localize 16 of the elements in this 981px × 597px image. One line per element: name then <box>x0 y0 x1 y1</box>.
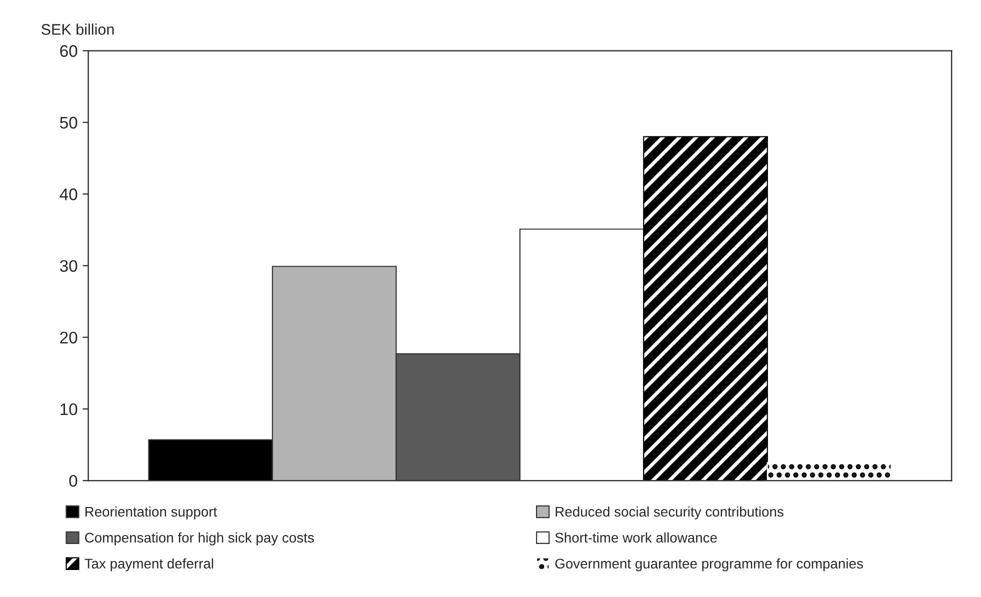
bar <box>766 462 892 481</box>
legend-label: Reduced social security contributions <box>556 506 784 520</box>
y-tick-label: 20 <box>60 332 78 344</box>
y-tick-label: 30 <box>60 260 78 272</box>
y-tick-label: 50 <box>60 116 78 129</box>
y-tick-label: 60 <box>60 45 78 57</box>
bar <box>643 136 768 481</box>
legend-label: Compensation for high sick pay costs <box>85 532 314 546</box>
y-tick-label: 0 <box>69 474 78 487</box>
legend-label: Short-time work allowance <box>555 532 717 543</box>
legend-label: Reorientation support <box>85 506 218 520</box>
legend-label: Government guarantee programme for companies <box>555 558 863 572</box>
y-tick-label: 10 <box>60 403 78 416</box>
legend-label: Tax payment deferral <box>84 558 214 572</box>
y-tick-label: 40 <box>60 188 78 200</box>
y-axis-title: SEK billion <box>42 24 114 35</box>
